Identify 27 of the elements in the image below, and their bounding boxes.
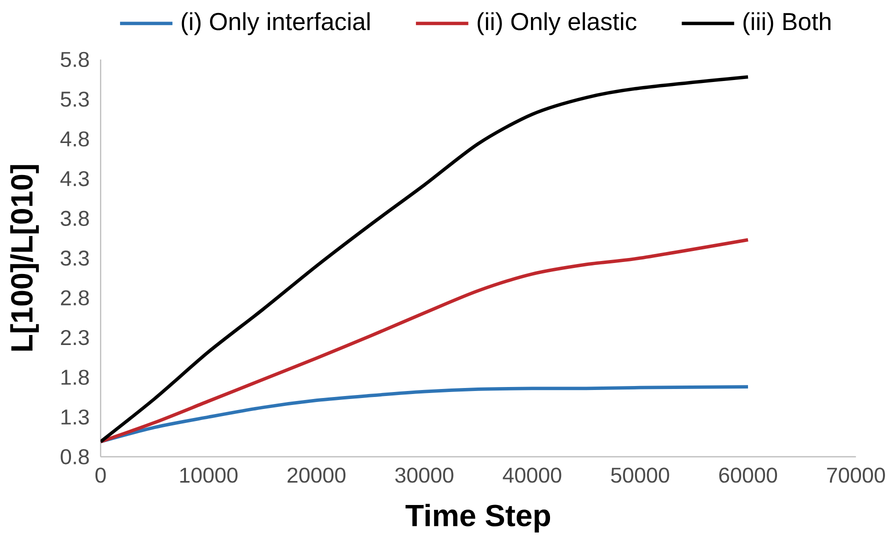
- y-tick-label: 3.3: [60, 250, 89, 266]
- y-tick-label: 4.8: [60, 131, 89, 147]
- x-tick-label: 30000: [395, 468, 454, 483]
- legend-label: (i) Only interfacial: [182, 12, 370, 36]
- y-tick-label: 3.8: [60, 210, 89, 226]
- x-tick-label: 20000: [288, 468, 346, 483]
- legend-label: (iii) Both: [744, 12, 830, 36]
- line-series: [100, 238, 750, 444]
- x-tick-label: 50000: [611, 468, 670, 483]
- y-tick-label: 2.3: [60, 330, 89, 346]
- y-tick-label: 2.8: [60, 290, 89, 306]
- y-tick-label: 1.8: [62, 370, 89, 386]
- y-axis-title: L[100]/L[010]: [10, 165, 39, 351]
- x-tick-label: 0: [95, 468, 106, 483]
- x-axis-title: Time Step: [406, 504, 550, 533]
- y-tick-label: 5.8: [60, 52, 89, 68]
- y-tick-label: 0.8: [60, 449, 89, 464]
- x-tick-label: 70000: [827, 468, 885, 483]
- x-tick-label: 40000: [502, 468, 562, 483]
- y-tick-label: 4.3: [60, 171, 89, 186]
- legend-label: (ii) Only elastic: [478, 12, 636, 36]
- line-series: [100, 385, 750, 444]
- y-tick-label: 1.3: [62, 410, 89, 425]
- x-tick-label: 60000: [719, 468, 778, 483]
- line-series: [100, 75, 750, 444]
- y-tick-label: 5.3: [60, 92, 89, 107]
- x-tick-label: 10000: [180, 468, 238, 483]
